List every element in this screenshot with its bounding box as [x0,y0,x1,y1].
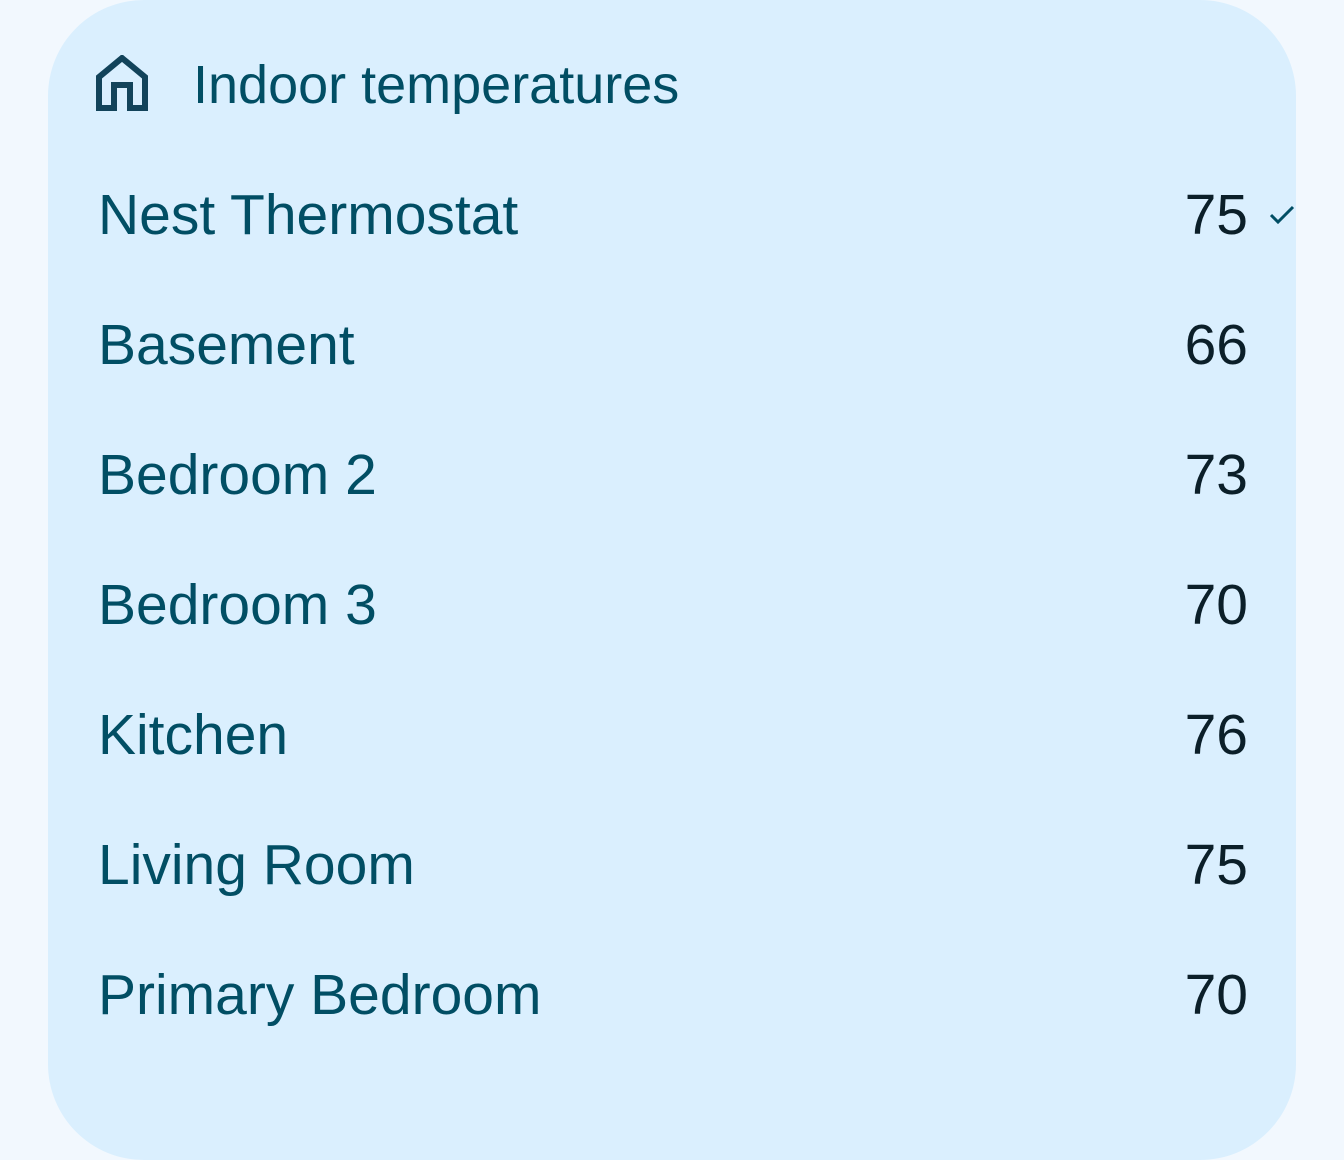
card-title: Indoor temperatures [193,55,680,115]
temperature-value: 75 [1184,183,1248,247]
room-name: Primary Bedroom [98,963,542,1027]
card-header: Indoor temperatures [96,50,679,120]
temperature-value: 73 [1184,443,1248,507]
check-icon [1268,201,1296,229]
temperature-row[interactable]: Bedroom 3 70 [98,540,1248,670]
temperature-row[interactable]: Nest Thermostat 75 [98,150,1295,280]
temperature-row[interactable]: Basement 66 [98,280,1248,410]
room-name: Basement [98,313,355,377]
room-name: Bedroom 3 [98,573,377,637]
home-icon [96,53,148,116]
room-name: Bedroom 2 [98,443,377,507]
room-name: Kitchen [98,703,289,767]
temperature-value: 75 [1184,833,1248,897]
temperature-value: 66 [1184,313,1248,377]
temperature-value: 70 [1184,963,1248,1027]
temperature-row[interactable]: Primary Bedroom 70 [98,930,1248,1060]
temperature-row[interactable]: Kitchen 76 [98,670,1248,800]
temperature-value: 70 [1184,573,1248,637]
indoor-temperatures-card: Indoor temperatures Nest Thermostat 75 Ba… [48,0,1296,1160]
temperature-value: 76 [1184,703,1248,767]
room-name: Living Room [98,833,415,897]
temperature-row[interactable]: Bedroom 2 73 [98,410,1248,540]
temperature-row[interactable]: Living Room 75 [98,800,1248,930]
room-name: Nest Thermostat [98,183,519,247]
